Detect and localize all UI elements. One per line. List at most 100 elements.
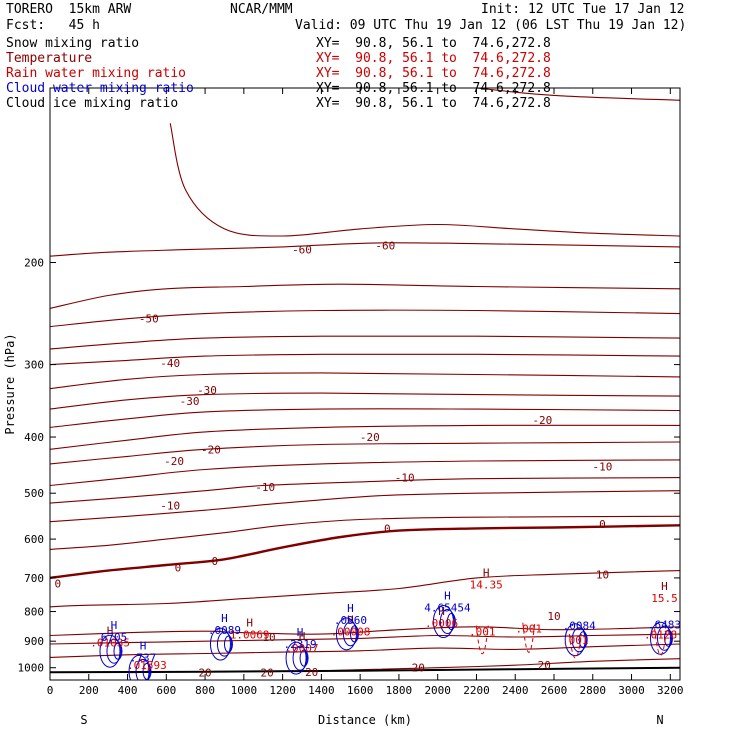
cloud-water-contour: [142, 662, 152, 680]
field-xy-range: XY= 90.8, 56.1 to 74.6,272.8: [316, 96, 551, 111]
x-tick-label: 1200: [269, 684, 296, 697]
isotherm-label: -20: [532, 414, 552, 427]
cloud-water-contour: [106, 638, 122, 664]
isotherm-line: [50, 459, 680, 487]
y-tick-label: 500: [24, 487, 44, 500]
cloud-water-contour: [113, 642, 123, 660]
plot-frame: [49, 87, 681, 681]
y-tick-label: 900: [24, 635, 44, 648]
max-marker: H: [111, 619, 118, 632]
rain-max-label: .001: [469, 626, 496, 639]
rain-max-label: .0007: [285, 642, 318, 655]
field-label: Cloud water mixing ratio: [6, 81, 194, 96]
isotherm-label: 10: [547, 610, 560, 623]
isotherm-label: -10: [593, 461, 613, 474]
field-label: Temperature: [6, 51, 93, 66]
rain-water-contour: [140, 658, 154, 671]
x-tick-label: 1400: [308, 684, 335, 697]
plot-area: -60 -60 -50 -40 -30-30 -20 -20 -20 -20 -10 -10 -10 -…: [50, 88, 680, 680]
cloud-water-contour: [292, 645, 308, 671]
x-tick-label: 3200: [657, 684, 684, 697]
max-marker: H: [347, 602, 354, 615]
isotherm-label: -10: [160, 499, 180, 512]
y-tick-label: 300: [24, 359, 44, 372]
field-xy-range: XY= 90.8, 56.1 to 74.6,272.8: [316, 51, 551, 66]
x-tick-label: 400: [118, 684, 138, 697]
rain-max-label: .0128: [644, 628, 677, 641]
isotherm-label: -60: [375, 240, 395, 253]
cloud-water-contour: [578, 631, 588, 649]
max-marker: H: [483, 566, 490, 579]
forecast-hour: Fcst: 45 h: [6, 18, 100, 33]
cloud-water-contour: [99, 634, 121, 668]
cloud-max-label: .737: [130, 651, 157, 664]
center-label: NCAR/MMM: [230, 2, 293, 17]
south-end-label: S: [80, 713, 87, 727]
cloud-water-contour: [571, 627, 587, 653]
cloud-water-contour: [209, 627, 231, 661]
x-tick-label: 2000: [424, 684, 451, 697]
x-tick-label: 2800: [580, 684, 607, 697]
isotherm-label: 0: [175, 562, 182, 575]
ground-surface-line: [50, 666, 680, 674]
isotherm-line: [50, 392, 680, 410]
north-end-label: N: [656, 713, 663, 727]
y-axis-title: Pressure (hPa): [3, 333, 17, 434]
isotherm-line: [50, 309, 680, 328]
field-label: Cloud ice mixing ratio: [6, 96, 179, 111]
isotherm-label: -20: [164, 455, 184, 468]
cloud-water-contour: [649, 621, 671, 655]
field-xy-range: XY= 90.8, 56.1 to 74.6,272.8: [316, 36, 551, 51]
isotherm-line: [50, 633, 680, 645]
cloud-water-contour: [216, 631, 232, 657]
max-marker: H: [107, 625, 114, 638]
y-tick-label: 400: [24, 431, 44, 444]
cloud-water-contour: [564, 623, 586, 657]
rain-max-label: .00008: [331, 626, 371, 639]
rain-max-label: 1.0069: [230, 628, 270, 641]
max-marker: H: [221, 612, 228, 625]
cloud-water-contour: [335, 617, 357, 651]
isotherm-label: -60: [292, 244, 312, 257]
x-tick-label: 800: [195, 684, 215, 697]
valid-time: Valid: 09 UTC Thu 19 Jan 12 (06 LST Thu …: [295, 18, 687, 33]
isotherm-label: -20: [360, 431, 380, 444]
isotherm-label: -30: [197, 384, 217, 397]
rain-water-contour: [568, 633, 582, 659]
rain-water-contour: [475, 625, 489, 654]
y-tick-label: 800: [24, 606, 44, 619]
isotherm-label: 20: [412, 662, 425, 675]
cloud-water-contour: [432, 605, 454, 639]
isotherm-label: 0: [384, 522, 391, 535]
model-label: TORERO 15km ARW: [6, 2, 132, 17]
isotherm-label: 20: [198, 667, 211, 680]
x-tick-label: 1000: [231, 684, 258, 697]
cloud-water-contour: [223, 635, 233, 653]
cloud-max-label: .0089: [208, 624, 241, 637]
y-tick-label: 200: [24, 257, 44, 270]
x-tick-label: 2400: [502, 684, 529, 697]
rain-max-label: 14.35: [470, 578, 503, 591]
cloud-water-contour: [299, 649, 309, 667]
isotherm-label: -10: [395, 472, 415, 485]
y-tick-label: 700: [24, 572, 44, 585]
isotherm-line: [166, 88, 680, 101]
max-marker: H: [297, 626, 304, 639]
cloud-water-contour: [135, 658, 151, 680]
isotherm-line: [50, 424, 680, 450]
field-xy-range: XY= 90.8, 56.1 to 74.6,272.8: [316, 66, 551, 81]
isotherm-line: [50, 441, 680, 465]
rain-max-label: 15.5: [651, 592, 678, 605]
max-marker: H: [246, 616, 253, 629]
isotherm-line: [50, 242, 680, 257]
rain-max-label: .01593: [127, 659, 167, 672]
cloud-water-contour: [439, 609, 455, 635]
isotherm-label: 0: [211, 555, 218, 568]
isotherm-label: 0: [599, 518, 606, 531]
isotherm-line: [50, 283, 680, 309]
isotherm-label: 20: [305, 666, 318, 679]
rain-max-label: .0006: [425, 617, 458, 630]
cloud-max-label: .0960: [334, 614, 367, 627]
x-tick-label: 600: [156, 684, 176, 697]
max-marker: H: [347, 614, 354, 627]
